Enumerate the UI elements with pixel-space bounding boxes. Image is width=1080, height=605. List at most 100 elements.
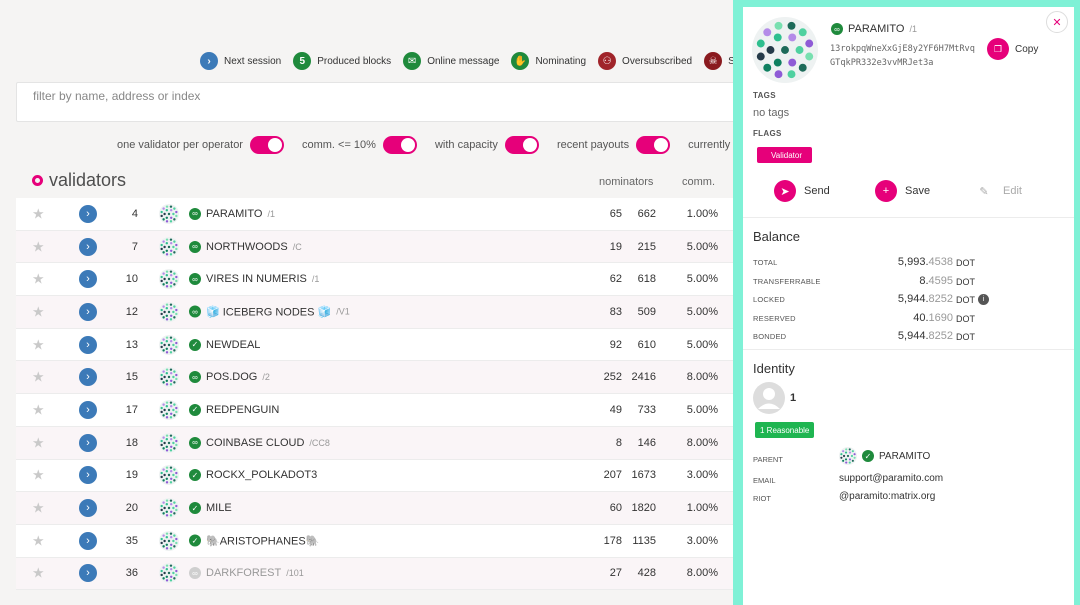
table-row[interactable]: ★ › 13 ✓ NEWDEAL 92 610 5.00% xyxy=(16,329,746,362)
identicon-avatar[interactable] xyxy=(159,203,179,224)
toggle-2[interactable]: with capacity xyxy=(435,136,539,154)
validator-name[interactable]: ∞ PARAMITO/1 xyxy=(189,207,275,220)
table-row[interactable]: ★ › 12 ∞ 🧊 ICEBERG NODES 🧊 /V1 83 509 5.00% xyxy=(16,296,746,329)
validator-name-text: NORTHWOODS xyxy=(206,240,288,253)
toggle-switch[interactable] xyxy=(636,136,671,154)
identicon-avatar[interactable] xyxy=(159,334,179,355)
parent-value[interactable]: ✓ PARAMITO xyxy=(839,447,930,465)
table-row[interactable]: ★ › 15 ∞ POS.DOG/2 252 2416 8.00% xyxy=(16,361,746,395)
toggle-switch[interactable] xyxy=(249,136,284,154)
chevron-right-icon[interactable]: › xyxy=(79,400,97,419)
balance-unit: DOT xyxy=(956,295,975,305)
identicon-avatar[interactable] xyxy=(159,563,179,584)
toggle-0[interactable]: one validator per operator xyxy=(117,136,284,154)
identicon-icon xyxy=(160,237,178,256)
identicon-avatar[interactable] xyxy=(159,301,179,322)
balance-unit: DOT xyxy=(956,258,975,268)
validators-table: ★ › 4 ∞ PARAMITO/1 65 662 1.00% ★ › 7 ∞ NORTHWOODS/C… xyxy=(16,198,746,591)
identicon-avatar[interactable] xyxy=(159,465,179,486)
legend-item: ✉ Online message xyxy=(403,52,499,70)
close-button[interactable]: ✕ xyxy=(1046,11,1068,33)
toggle-switch[interactable] xyxy=(382,136,417,154)
star-icon[interactable]: ★ xyxy=(32,401,45,418)
validator-name[interactable]: ✓ ROCKX_POLKADOT3 xyxy=(189,469,317,482)
identicon-avatar[interactable] xyxy=(159,432,179,453)
copy-button[interactable]: ❐ Copy xyxy=(987,38,1038,60)
validator-name[interactable]: ∞ NORTHWOODS/C xyxy=(189,240,302,253)
toggle-3[interactable]: recent payouts xyxy=(557,136,671,154)
star-icon[interactable]: ★ xyxy=(32,368,45,385)
tags-label: TAGS xyxy=(753,91,776,100)
star-icon[interactable]: ★ xyxy=(32,238,45,255)
star-icon[interactable]: ★ xyxy=(32,466,45,483)
column-header-comm[interactable]: comm. xyxy=(682,176,715,188)
table-row[interactable]: ★ › 7 ∞ NORTHWOODS/C 19 215 5.00% xyxy=(16,230,746,264)
identicon-avatar[interactable] xyxy=(159,236,179,257)
identicon-avatar[interactable] xyxy=(159,498,179,519)
validator-name[interactable]: ✓ NEWDEAL xyxy=(189,338,260,351)
commission: 5.00% xyxy=(686,403,718,416)
send-button[interactable]: ➤ Send xyxy=(774,180,830,202)
chevron-right-icon[interactable]: › xyxy=(79,466,97,485)
chevron-right-icon[interactable]: › xyxy=(79,270,97,289)
table-row[interactable]: ★ › 36 ∞ DARKFOREST/101 27 428 8.00% xyxy=(16,557,746,591)
toggle-1[interactable]: comm. <= 10% xyxy=(302,136,417,154)
validator-name-text: 🐘ARISTOPHANES🐘 xyxy=(206,535,320,548)
pink-dot-icon xyxy=(32,175,43,186)
identicon-avatar[interactable] xyxy=(159,269,179,290)
chevron-right-icon[interactable]: › xyxy=(79,368,97,387)
table-row[interactable]: ★ › 17 ✓ REDPENGUIN 49 733 5.00% xyxy=(16,394,746,427)
info-icon[interactable]: i xyxy=(978,294,989,305)
riot-value[interactable]: @paramito:matrix.org xyxy=(839,491,936,502)
validator-name[interactable]: ∞ COINBASE CLOUD/CC8 xyxy=(189,436,330,449)
filter-input[interactable] xyxy=(17,83,745,121)
identicon-avatar[interactable] xyxy=(159,367,179,388)
validator-name[interactable]: ✓ REDPENGUIN xyxy=(189,403,279,416)
chevron-right-icon[interactable]: › xyxy=(79,499,97,518)
table-row[interactable]: ★ › 4 ∞ PARAMITO/1 65 662 1.00% xyxy=(16,198,746,231)
identicon-avatar[interactable] xyxy=(752,17,818,83)
nominators-total: 146 xyxy=(637,436,656,449)
table-row[interactable]: ★ › 35 ✓ 🐘ARISTOPHANES🐘 178 1135 3.00% xyxy=(16,525,746,558)
save-button[interactable]: + Save xyxy=(875,180,930,202)
validator-name[interactable]: ✓ 🐘ARISTOPHANES🐘 xyxy=(189,534,319,547)
validator-name[interactable]: ∞ DARKFOREST/101 xyxy=(189,567,304,580)
star-icon[interactable]: ★ xyxy=(32,499,45,516)
star-icon[interactable]: ★ xyxy=(32,303,45,320)
star-icon[interactable]: ★ xyxy=(32,564,45,581)
chevron-right-icon[interactable]: › xyxy=(79,433,97,452)
table-row[interactable]: ★ › 18 ∞ COINBASE CLOUD/CC8 8 146 8.00% xyxy=(16,426,746,460)
star-icon[interactable]: ★ xyxy=(32,270,45,287)
toggle-4[interactable]: currently xyxy=(688,139,730,151)
table-row[interactable]: ★ › 19 ✓ ROCKX_POLKADOT3 207 1673 3.00% xyxy=(16,460,746,493)
star-icon[interactable]: ★ xyxy=(32,205,45,222)
validator-name[interactable]: ∞ 🧊 ICEBERG NODES 🧊 /V1 xyxy=(189,305,350,318)
chevron-right-icon[interactable]: › xyxy=(79,564,97,583)
validator-index: 12 xyxy=(125,305,138,318)
chevron-right-icon[interactable]: › xyxy=(79,302,97,321)
legend-item: ✋ Nominating xyxy=(511,52,586,70)
legend-label: Nominating xyxy=(535,55,587,67)
email-value[interactable]: support@paramito.com xyxy=(839,473,944,484)
column-header-nominators[interactable]: nominators xyxy=(599,176,654,188)
commission: 1.00% xyxy=(686,502,718,515)
validator-name[interactable]: ∞ VIRES IN NUMERIS/1 xyxy=(189,273,319,286)
chevron-right-icon[interactable]: › xyxy=(79,531,97,550)
chevron-right-icon[interactable]: › xyxy=(79,204,97,223)
edit-button[interactable]: ✎ Edit xyxy=(973,180,1022,202)
star-icon[interactable]: ★ xyxy=(32,336,45,353)
chevron-right-icon[interactable]: › xyxy=(79,335,97,354)
toggle-switch[interactable] xyxy=(504,136,539,154)
identicon-avatar[interactable] xyxy=(159,530,179,551)
validator-name[interactable]: ∞ POS.DOG/2 xyxy=(189,371,270,384)
validator-name[interactable]: ✓ MILE xyxy=(189,502,232,515)
star-icon[interactable]: ★ xyxy=(32,532,45,549)
identicon-icon xyxy=(160,401,178,419)
identicon-icon xyxy=(160,368,178,386)
table-row[interactable]: ★ › 20 ✓ MILE 60 1820 1.00% xyxy=(16,492,746,525)
chevron-right-icon[interactable]: › xyxy=(79,237,97,256)
nominators-total: 215 xyxy=(637,240,656,253)
table-row[interactable]: ★ › 10 ∞ VIRES IN NUMERIS/1 62 618 5.00% xyxy=(16,263,746,297)
star-icon[interactable]: ★ xyxy=(32,434,45,451)
identicon-avatar[interactable] xyxy=(159,399,179,420)
